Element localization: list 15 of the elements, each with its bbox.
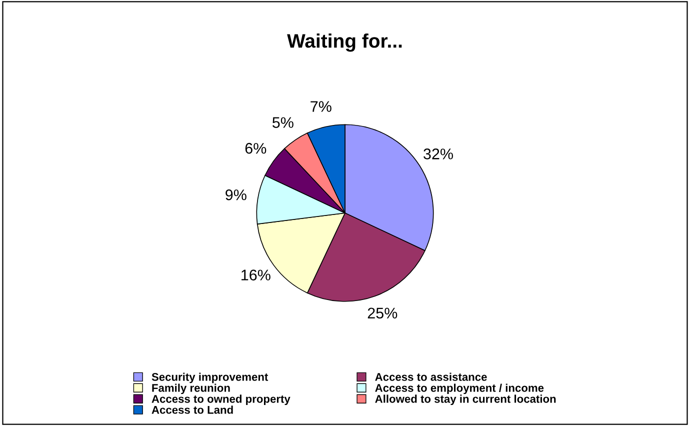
data-label: 5% [272,117,294,128]
legend-label: Security improvement [152,372,268,384]
legend-label: Access to Land [152,406,233,414]
chart-title: Waiting for... [287,33,402,52]
data-label: 9% [226,189,246,200]
data-label: 6% [245,142,266,154]
legend-label: Family reunion [152,384,230,394]
legend-label: Access to owned property [152,394,290,406]
legend-label: Allowed to stay in current location [375,394,556,406]
legend-label: Access to employment / income [375,384,544,394]
data-label: 7% [310,101,332,112]
legend-label: Access to assistance [375,372,487,381]
data-label: 25% [368,308,398,319]
data-label: 32% [424,148,453,160]
data-label: 16% [242,270,270,280]
